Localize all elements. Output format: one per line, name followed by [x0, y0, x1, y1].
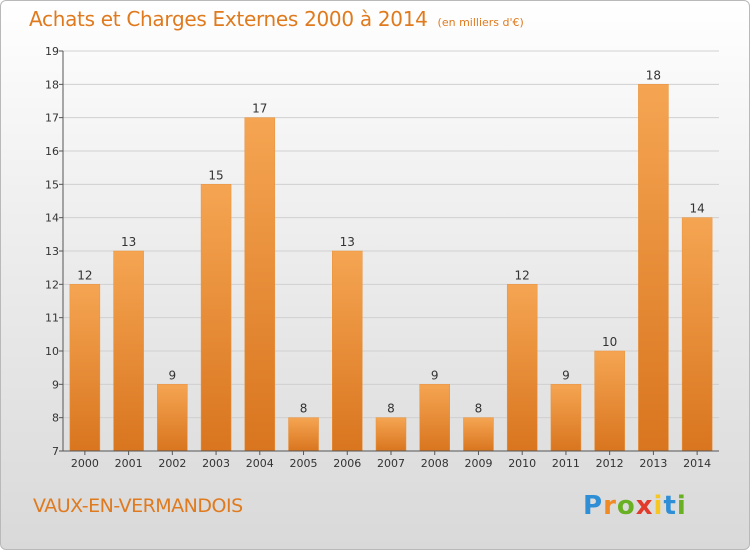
- x-tick-label-2008: 2008: [421, 457, 449, 470]
- x-tick-label-2009: 2009: [464, 457, 492, 470]
- y-tick-label: 19: [45, 45, 59, 58]
- logo-letter: i: [653, 491, 664, 521]
- logo-letter: i: [676, 491, 687, 521]
- bar-2001[interactable]: [113, 250, 144, 452]
- bar-2010[interactable]: [506, 284, 538, 452]
- x-tick-label-2012: 2012: [596, 457, 624, 470]
- logo-letter: o: [616, 491, 636, 521]
- y-tick-label: 13: [45, 245, 59, 258]
- x-tick-label-2000: 2000: [71, 457, 99, 470]
- value-label-2008: 9: [431, 368, 439, 382]
- logo-letter: t: [663, 491, 677, 521]
- value-label-2013: 18: [646, 68, 661, 82]
- value-label-2005: 8: [300, 402, 308, 416]
- x-tick-label-2003: 2003: [202, 457, 230, 470]
- value-label-2011: 9: [562, 368, 570, 382]
- x-tick-label-2002: 2002: [158, 457, 186, 470]
- value-label-2004: 17: [252, 102, 267, 116]
- x-tick-label-2005: 2005: [290, 457, 318, 470]
- value-label-2006: 13: [340, 235, 355, 249]
- y-tick-label: 9: [52, 378, 59, 391]
- y-tick-label: 7: [52, 445, 59, 458]
- proxiti-logo[interactable]: Proxiti: [583, 491, 687, 521]
- x-tick-label-2013: 2013: [639, 457, 667, 470]
- bar-2011[interactable]: [550, 384, 582, 452]
- logo-letter: P: [583, 491, 604, 521]
- value-label-2007: 8: [387, 402, 395, 416]
- axes: 7 8 9 10 11 12 13 14 15 16 17 18 19 2000 2001 2002 2003 2…: [45, 45, 719, 470]
- logo-letter: x: [635, 491, 654, 521]
- value-label-2010: 12: [515, 268, 530, 282]
- bar-2000[interactable]: [69, 284, 101, 452]
- bar-2009[interactable]: [463, 417, 494, 452]
- x-tick-label-2014: 2014: [683, 457, 711, 470]
- x-tick-label-2007: 2007: [377, 457, 405, 470]
- bar-2005[interactable]: [288, 417, 319, 452]
- bar-2003[interactable]: [200, 184, 232, 452]
- x-tick-label-2004: 2004: [246, 457, 274, 470]
- bar-2012[interactable]: [594, 350, 625, 452]
- bars: 12 13 9 15 17 8 13 8 9 8 12 9 10 18 14: [69, 68, 713, 452]
- bar-2008[interactable]: [419, 384, 450, 452]
- value-label-2000: 12: [77, 268, 92, 282]
- commune-name: VAUX-EN-VERMANDOIS: [33, 495, 243, 517]
- x-tick-label-2001: 2001: [115, 457, 143, 470]
- bar-2007[interactable]: [375, 417, 407, 452]
- value-label-2002: 9: [169, 368, 177, 382]
- y-tick-label: 14: [45, 212, 59, 225]
- value-label-2012: 10: [602, 335, 617, 349]
- value-label-2009: 8: [475, 402, 483, 416]
- y-tick-label: 16: [45, 145, 59, 158]
- bar-2004[interactable]: [244, 117, 276, 452]
- chart-title: Achats et Charges Externes 2000 à 2014 (e…: [29, 7, 524, 31]
- chart-unit: (en milliers d'€): [437, 16, 524, 29]
- x-tick-label-2011: 2011: [552, 457, 580, 470]
- y-tick-label: 12: [45, 278, 59, 291]
- bar-2014[interactable]: [681, 217, 713, 452]
- bar-2002[interactable]: [157, 384, 188, 452]
- value-label-2001: 13: [121, 235, 136, 249]
- logo-letter: r: [603, 491, 617, 521]
- x-tick-label-2010: 2010: [508, 457, 536, 470]
- y-tick-label: 15: [45, 178, 59, 191]
- bar-2006[interactable]: [332, 250, 363, 452]
- y-tick-label: 8: [52, 412, 59, 425]
- y-tick-label: 18: [45, 78, 59, 91]
- y-tick-label: 17: [45, 112, 59, 125]
- value-label-2003: 15: [208, 168, 223, 182]
- bar-2013[interactable]: [638, 84, 669, 452]
- y-tick-label: 11: [45, 312, 59, 325]
- x-tick-label-2006: 2006: [333, 457, 361, 470]
- y-tick-label: 10: [45, 345, 59, 358]
- value-label-2014: 14: [689, 202, 704, 216]
